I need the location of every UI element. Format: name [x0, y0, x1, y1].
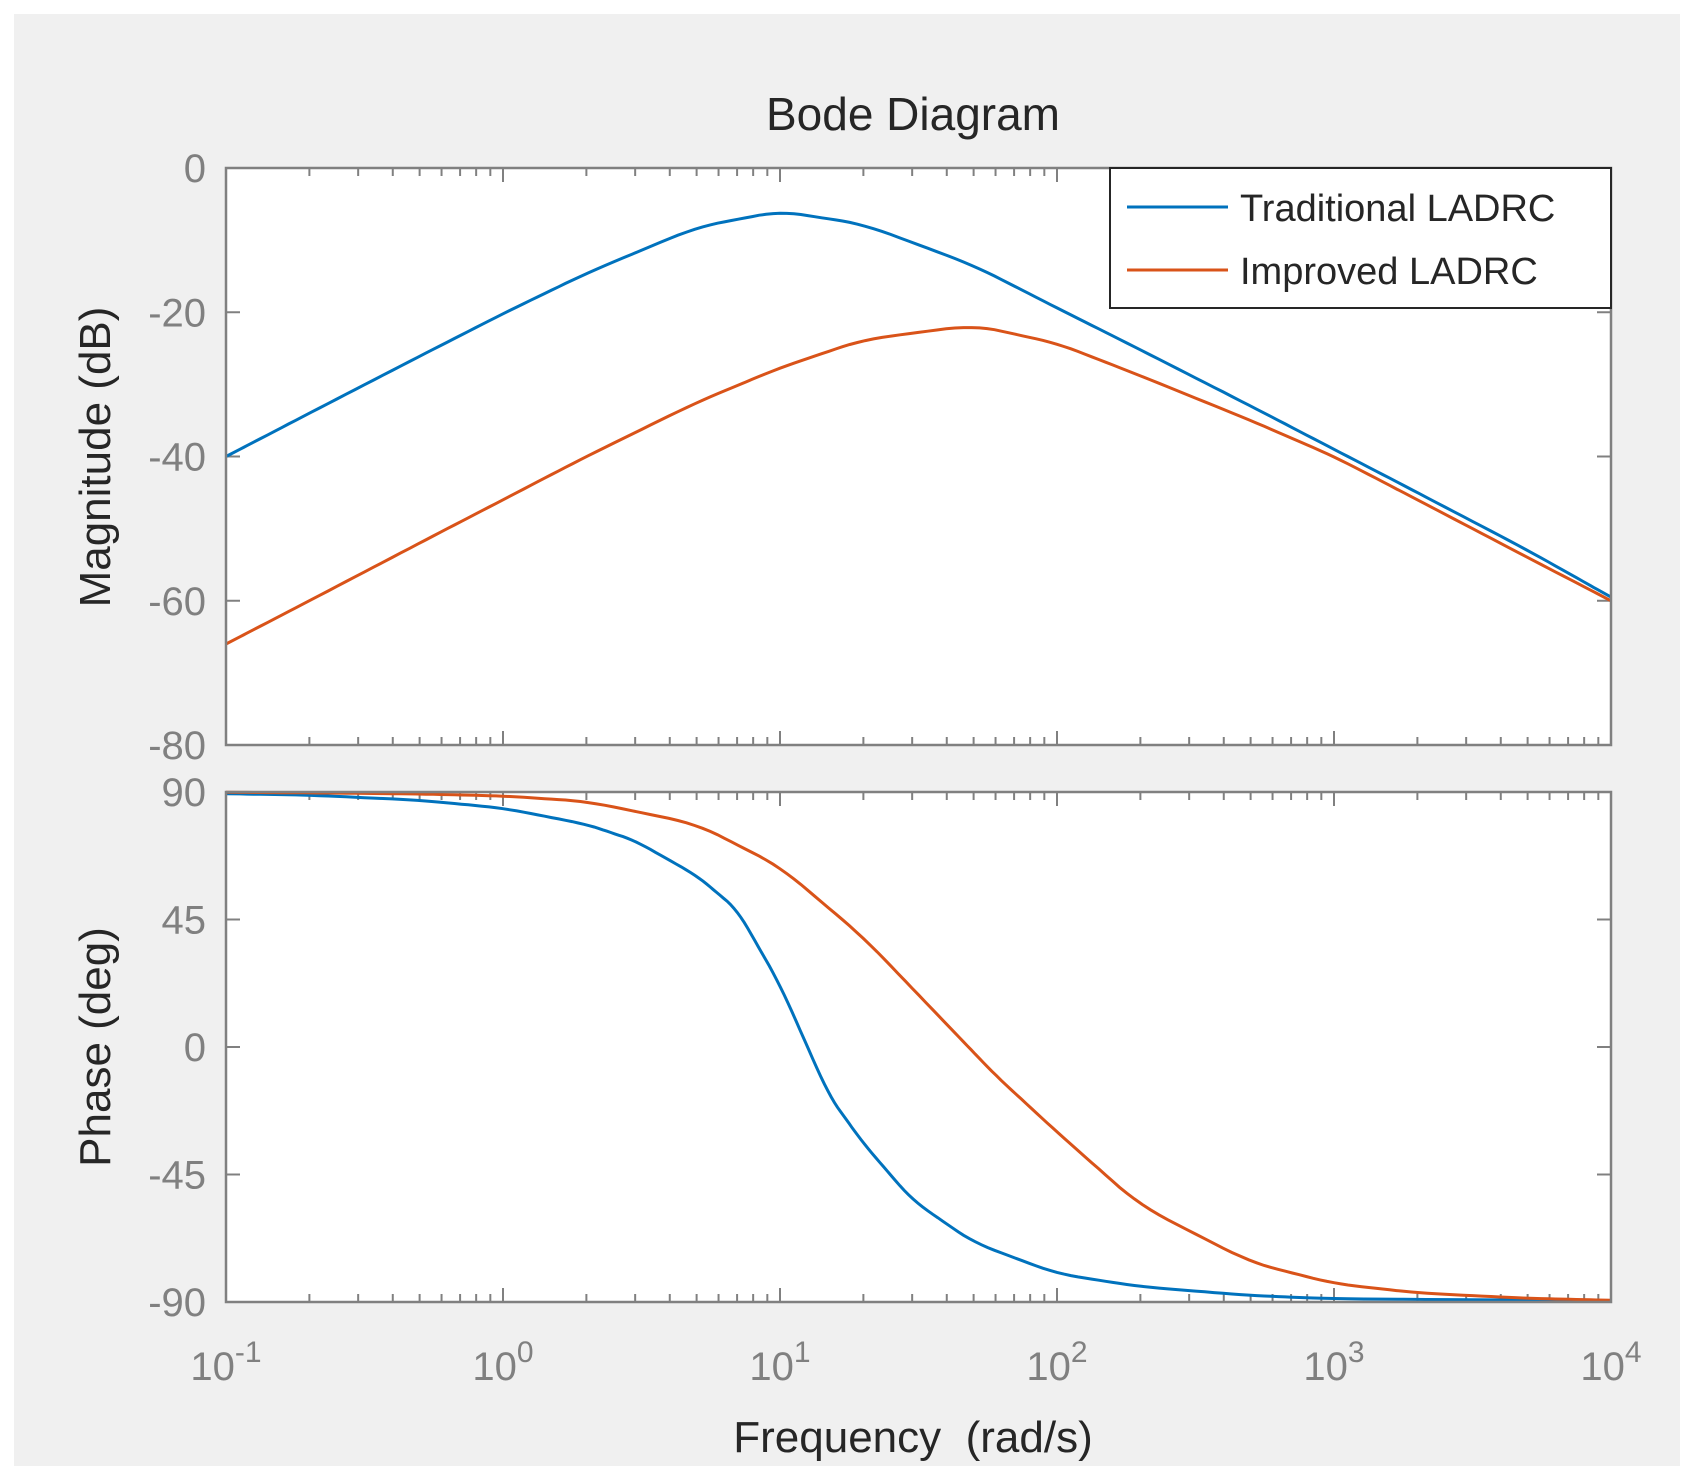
legend-box [1109, 167, 1612, 309]
magnitude-axes-box [224, 166, 1613, 747]
phase-series-improved-ladrc [225, 790, 1612, 1302]
phase-ytick-label: -90 [148, 1281, 206, 1325]
phase-axes-background [226, 792, 1611, 1302]
magnitude-ylabel: Magnitude (dB) [71, 307, 120, 608]
magnitude-ytick-label: -60 [148, 580, 206, 624]
phase-ylabel: Phase (deg) [71, 927, 120, 1167]
phase-series-traditional-ladrc [225, 792, 1612, 1303]
phase-ytick-label: 45 [162, 899, 207, 943]
magnitude-ytick-label: -40 [148, 436, 206, 480]
legend: Traditional LADRC Improved LADRC [1109, 167, 1612, 309]
magnitude-ytick-label: -80 [148, 724, 206, 768]
phase-ytick-label: 90 [162, 771, 207, 815]
x-tick-label: 101 [749, 1336, 810, 1389]
x-tick-label: 100 [472, 1336, 533, 1389]
magnitude-ytick-label: -20 [148, 291, 206, 335]
phase-ytick-label: 0 [184, 1026, 206, 1070]
xlabel: Frequency (rad/s) [733, 1413, 1092, 1462]
x-tick-label: 103 [1303, 1336, 1364, 1389]
legend-label-improved: Improved LADRC [1240, 251, 1538, 293]
magnitude-series-traditional-ladrc [225, 211, 1612, 599]
x-tick-label: 102 [1026, 1336, 1087, 1389]
phase-axes-box [224, 790, 1613, 1304]
legend-label-traditional: Traditional LADRC [1240, 188, 1555, 230]
chart-title: Bode Diagram [766, 88, 1060, 140]
magnitude-series-improved-ladrc [225, 326, 1612, 646]
x-tick-label: 10-1 [190, 1336, 261, 1389]
x-tick-label: 104 [1580, 1336, 1641, 1389]
magnitude-ytick-label: 0 [184, 147, 206, 191]
phase-ytick-label: -45 [148, 1154, 206, 1198]
